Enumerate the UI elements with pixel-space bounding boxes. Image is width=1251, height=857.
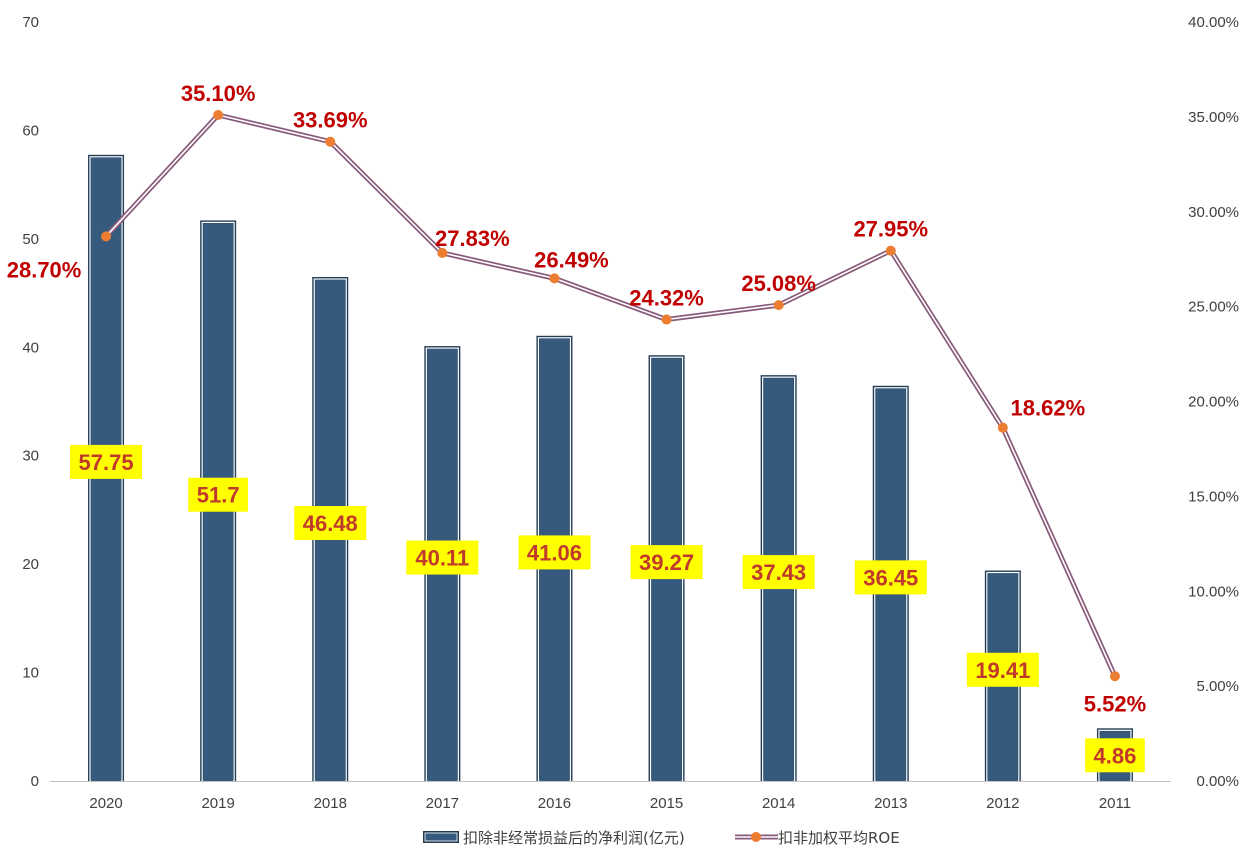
roe-value-label: 35.10% [181, 81, 256, 106]
roe-marker [213, 109, 224, 120]
roe-value-label: 5.52% [1084, 691, 1146, 716]
right-tick-label: 5.00% [1196, 678, 1239, 695]
bar-data-labels: 57.75 51.7 46.48 40.11 41.06 39.27 37.43 36.45 1… [70, 444, 1145, 773]
svg-text:40.11: 40.11 [415, 546, 469, 571]
right-tick-label: 10.00% [1188, 583, 1239, 600]
left-tick-label: 40 [22, 339, 39, 356]
legend-label: 扣除非经常损益后的净利润(亿元) [463, 829, 685, 847]
right-tick-label: 25.00% [1188, 299, 1239, 316]
svg-text:19.41: 19.41 [975, 658, 1030, 683]
roe-marker [549, 273, 560, 284]
svg-text:51.7: 51.7 [197, 483, 240, 508]
bar-value-label: 40.11 [406, 540, 479, 575]
roe-line-outer [104, 112, 1118, 678]
svg-text:39.27: 39.27 [639, 550, 694, 575]
left-tick-label: 30 [22, 448, 39, 465]
x-tick-label: 2018 [314, 795, 347, 812]
roe-value-label: 25.08% [741, 271, 816, 296]
bar-value-label: 46.48 [294, 506, 367, 541]
legend-item-profit[interactable]: 扣除非经常损益后的净利润(亿元) [423, 829, 685, 847]
bar-value-label: 37.43 [742, 555, 815, 590]
svg-text:41.06: 41.06 [527, 540, 582, 565]
x-tick-labels: 2020 2019 2018 2017 2016 2015 2014 2013 2012 2011 [89, 795, 1131, 812]
legend-item-roe[interactable]: 扣非加权平均ROE [735, 829, 900, 847]
roe-value-label: 27.83% [435, 226, 510, 251]
x-tick-label: 2017 [426, 795, 459, 812]
x-tick-label: 2016 [538, 795, 571, 812]
roe-marker [773, 300, 784, 311]
legend-label: 扣非加权平均ROE [778, 829, 900, 847]
legend: 扣除非经常损益后的净利润(亿元) 扣非加权平均ROE [423, 829, 900, 847]
line-series [101, 109, 1120, 682]
roe-value-label: 24.32% [629, 286, 704, 311]
bar-value-label: 36.45 [854, 560, 927, 595]
left-tick-label: 20 [22, 556, 39, 573]
roe-value-label: 18.62% [1011, 396, 1086, 421]
x-tick-label: 2015 [650, 795, 683, 812]
roe-line-inner [105, 114, 1116, 677]
right-tick-label: 15.00% [1188, 488, 1239, 505]
bar-value-label: 4.86 [1085, 738, 1145, 773]
right-tick-label: 35.00% [1188, 109, 1239, 126]
roe-value-label: 27.95% [853, 217, 928, 242]
left-tick-label: 50 [22, 231, 39, 248]
roe-marker [437, 247, 448, 258]
x-tick-label: 2014 [762, 795, 795, 812]
roe-marker [661, 314, 672, 325]
svg-text:37.43: 37.43 [751, 560, 806, 585]
left-tick-label: 70 [22, 14, 39, 31]
line-data-labels: 28.70% 35.10% 33.69% 27.83% 26.49% 24.32% 25.0… [7, 81, 1146, 716]
x-tick-label: 2020 [89, 795, 122, 812]
roe-marker [325, 136, 336, 147]
right-tick-label: 40.00% [1188, 14, 1239, 31]
x-tick-label: 2013 [874, 795, 907, 812]
roe-marker [885, 245, 896, 256]
right-tick-label: 0.00% [1196, 773, 1239, 790]
left-tick-label: 60 [22, 122, 39, 139]
roe-value-label: 26.49% [534, 247, 609, 272]
x-tick-label: 2011 [1099, 795, 1131, 812]
bar-series [88, 154, 1133, 782]
x-tick-label: 2019 [201, 795, 234, 812]
bar-value-label: 19.41 [966, 652, 1039, 687]
bar-value-label: 41.06 [518, 535, 591, 570]
svg-text:4.86: 4.86 [1094, 743, 1137, 768]
left-tick-label: 0 [31, 773, 39, 790]
right-tick-label: 30.00% [1188, 204, 1239, 221]
bar-value-label: 51.7 [188, 477, 248, 512]
left-tick-label: 10 [22, 665, 39, 682]
roe-marker [997, 422, 1008, 433]
bar-value-label: 57.75 [70, 444, 143, 479]
right-axis: 0.00% 5.00% 10.00% 15.00% 20.00% 25.00% 30.00%… [1188, 14, 1239, 790]
x-tick-label: 2012 [986, 795, 1019, 812]
svg-text:36.45: 36.45 [863, 565, 918, 590]
left-axis: 0 10 20 30 40 50 60 70 [22, 14, 39, 790]
roe-value-label: 28.70% [7, 257, 82, 282]
roe-marker [1109, 671, 1120, 682]
svg-text:57.75: 57.75 [79, 450, 134, 475]
svg-text:46.48: 46.48 [303, 511, 358, 536]
roe-value-label: 33.69% [293, 108, 368, 133]
right-tick-label: 20.00% [1188, 394, 1239, 411]
bar-value-label: 39.27 [630, 545, 703, 580]
roe-marker [101, 231, 112, 242]
